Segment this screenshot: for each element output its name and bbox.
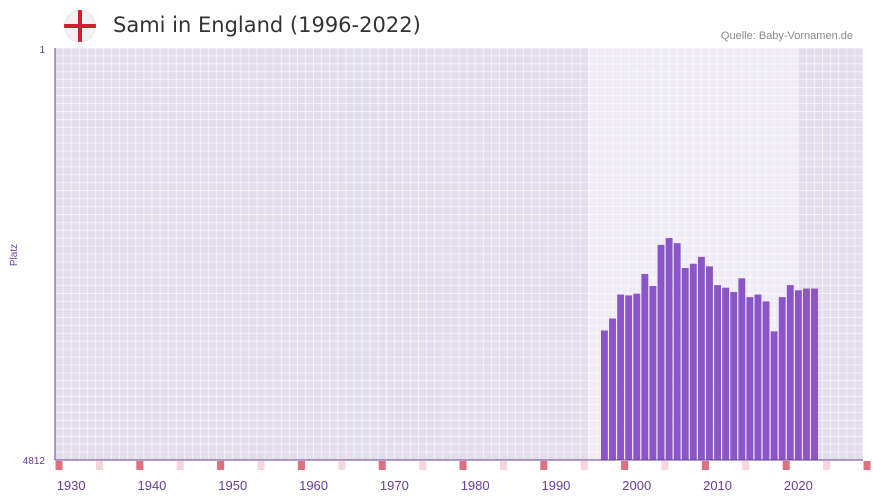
bar-2002 — [649, 285, 657, 460]
decade-marker — [217, 461, 225, 470]
axes — [54, 48, 863, 461]
bar-2008 — [697, 256, 705, 460]
bar-2017 — [770, 331, 778, 460]
x-tick-1940: 1940 — [137, 478, 166, 493]
bar-2013 — [738, 278, 746, 460]
decade-marker — [136, 461, 144, 470]
decade-marker — [378, 461, 386, 470]
half-decade-marker — [419, 461, 427, 470]
bar-1997 — [609, 318, 616, 460]
x-tick-2020: 2020 — [784, 478, 813, 493]
half-decade-marker — [580, 461, 588, 470]
decade-marker — [863, 461, 871, 470]
bar-2018 — [778, 297, 786, 460]
x-tick-1960: 1960 — [299, 478, 328, 493]
y-tick-top: 1 — [39, 45, 45, 56]
bar-2011 — [722, 287, 730, 460]
england-flag-icon — [64, 10, 96, 42]
x-tick-1970: 1970 — [380, 478, 409, 493]
bar-2010 — [714, 285, 721, 460]
bar-2003 — [657, 244, 665, 460]
bar-2001 — [641, 273, 649, 460]
half-decade-marker — [176, 461, 184, 470]
half-decade-marker — [499, 461, 507, 470]
bar-2014 — [746, 297, 754, 460]
y-axis-label: Platz — [9, 244, 20, 266]
source-link[interactable]: Quelle: Baby-Vornamen.de — [720, 30, 853, 42]
decade-marker — [297, 461, 305, 470]
decade-marker — [782, 461, 790, 470]
bar-2020 — [794, 290, 802, 460]
bar-2006 — [681, 268, 689, 460]
bar-2009 — [706, 266, 713, 460]
bar-2016 — [762, 301, 770, 460]
x-tick-1990: 1990 — [541, 478, 570, 493]
x-tick-2000: 2000 — [622, 478, 651, 493]
bar-1996 — [601, 330, 608, 460]
x-tick-2010: 2010 — [703, 478, 732, 493]
decade-marker — [55, 461, 63, 470]
decade-marker — [540, 461, 548, 470]
bar-2015 — [754, 294, 762, 460]
bar-series — [601, 238, 818, 460]
half-decade-marker — [338, 461, 346, 470]
decade-marker — [459, 461, 467, 470]
bar-2005 — [673, 243, 681, 460]
header: Sami in England (1996-2022) Quelle: Baby… — [0, 0, 873, 48]
half-decade-marker — [823, 461, 831, 470]
x-tick-1980: 1980 — [461, 478, 490, 493]
bar-1999 — [625, 295, 633, 460]
decade-marker — [701, 461, 709, 470]
half-decade-marker — [95, 461, 103, 470]
bar-2012 — [730, 291, 738, 460]
half-decade-marker — [257, 461, 265, 470]
x-tick-labels: 1930 1940 1950 1960 1970 1980 1990 2000 2010 2020 — [57, 478, 813, 493]
y-tick-bottom: 4812 — [23, 456, 46, 467]
bar-2022 — [811, 288, 818, 460]
decade-marker — [621, 461, 629, 470]
bar-1998 — [617, 294, 625, 460]
half-decade-marker — [742, 461, 750, 470]
half-decade-marker — [661, 461, 669, 470]
year-markers — [55, 461, 871, 470]
bar-2019 — [786, 285, 794, 460]
bar-2004 — [665, 238, 673, 460]
bar-2000 — [633, 293, 641, 460]
chart-title: Sami in England (1996-2022) — [113, 13, 421, 37]
x-tick-1930: 1930 — [57, 478, 86, 493]
grid-lines — [54, 47, 864, 461]
bar-2021 — [803, 288, 810, 460]
x-tick-1950: 1950 — [218, 478, 247, 493]
bar-2007 — [689, 263, 697, 460]
